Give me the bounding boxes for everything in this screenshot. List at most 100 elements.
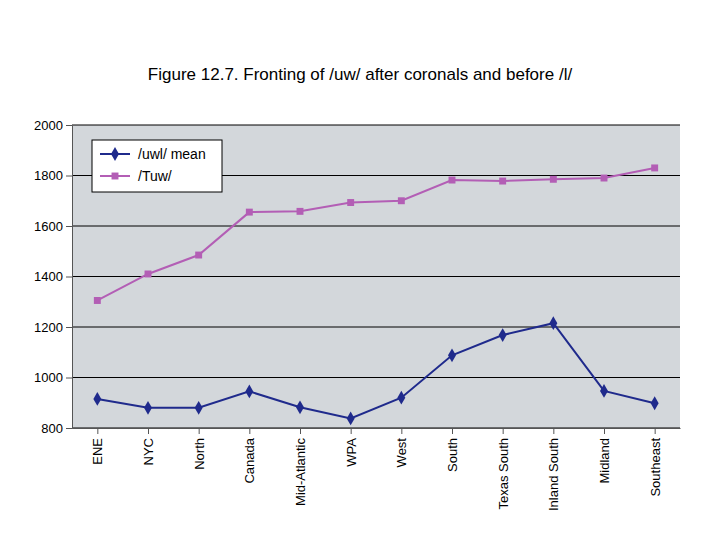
plot-background xyxy=(72,125,680,428)
series-marker xyxy=(398,197,405,204)
x-tick-mark xyxy=(553,428,554,434)
grid-line xyxy=(72,226,680,227)
x-axis-line xyxy=(73,428,681,429)
x-tick-label: Midland xyxy=(597,438,612,484)
x-tick-mark xyxy=(97,428,98,434)
legend-label: /Tuw/ xyxy=(138,168,172,184)
y-tick-mark xyxy=(66,378,72,379)
series-marker xyxy=(499,328,507,342)
series-marker xyxy=(145,271,152,278)
x-tick: Canada xyxy=(242,428,257,484)
y-tick: 1200 xyxy=(34,320,72,335)
y-tick: 800 xyxy=(41,421,72,436)
series-marker xyxy=(499,178,506,185)
series-marker xyxy=(397,391,405,405)
x-tick-mark xyxy=(503,428,504,434)
y-tick-mark xyxy=(66,176,72,177)
x-tick-mark xyxy=(148,428,149,434)
y-tick-mark xyxy=(66,277,72,278)
x-tick-label: Southeast xyxy=(648,438,663,497)
y-tick: 1800 xyxy=(34,168,72,183)
legend-label: /uwl/ mean xyxy=(138,146,206,162)
marks xyxy=(93,164,658,425)
series-marker xyxy=(144,401,152,415)
series-marker xyxy=(347,412,355,426)
x-tick-label: Canada xyxy=(242,437,257,483)
grid-line xyxy=(72,276,680,277)
x-tick-label: North xyxy=(192,438,207,470)
y-tick-label: 1800 xyxy=(34,168,63,183)
y-tick-label: 1000 xyxy=(34,370,63,385)
x-axis: ENE NYC North Canada Mid-Atlantic WPA West Sout… xyxy=(73,428,681,511)
y-tick: 1000 xyxy=(34,370,72,385)
x-tick-label: NYC xyxy=(141,438,156,465)
series-marker xyxy=(651,164,658,171)
series-marker xyxy=(550,176,557,183)
title: Figure 12.7. Fronting of /uw/ after coro… xyxy=(148,65,573,84)
x-tick: Texas South xyxy=(496,428,511,510)
series-marker xyxy=(651,396,659,410)
x-tick: Midland xyxy=(597,428,612,484)
y-tick-mark xyxy=(66,428,72,429)
x-tick: Inland South xyxy=(546,428,561,511)
legend-marker xyxy=(112,173,119,180)
series-marker xyxy=(245,384,253,398)
series-marker xyxy=(448,348,456,362)
x-tick-label: WPA xyxy=(344,438,359,467)
x-tick: ENE xyxy=(90,428,105,465)
series-marker xyxy=(296,400,304,414)
series-marker xyxy=(601,175,608,182)
series-marker xyxy=(600,384,608,398)
series-line xyxy=(97,323,654,418)
legend-marker xyxy=(111,147,119,161)
grid-line xyxy=(72,125,680,126)
chart: Figure 12.7. Fronting of /uw/ after coro… xyxy=(0,0,720,540)
y-tick-label: 1200 xyxy=(34,320,63,335)
series-marker xyxy=(246,209,253,216)
y-tick-label: 2000 xyxy=(34,118,63,133)
x-tick-label: ENE xyxy=(90,438,105,465)
y-tick: 1600 xyxy=(34,219,72,234)
x-tick-label: West xyxy=(394,438,409,468)
x-tick-label: South xyxy=(445,438,460,472)
x-tick-mark xyxy=(199,428,200,434)
x-tick: North xyxy=(192,428,207,470)
x-tick: NYC xyxy=(141,428,156,465)
y-axis: 800 1000 1200 1400 1600 1800 2000 xyxy=(34,118,72,436)
y-tick: 2000 xyxy=(34,118,72,133)
y-tick-label: 800 xyxy=(41,421,63,436)
x-tick-mark xyxy=(655,428,656,434)
series-marker xyxy=(195,252,202,259)
x-tick: Southeast xyxy=(648,428,663,497)
grid-line xyxy=(72,428,680,429)
series-marker xyxy=(94,297,101,304)
legend-box xyxy=(92,140,222,192)
x-tick-mark xyxy=(401,428,402,434)
x-tick: WPA xyxy=(344,428,359,467)
series-marker xyxy=(449,177,456,184)
x-tick-mark xyxy=(300,428,301,434)
x-tick-mark xyxy=(351,428,352,434)
x-tick-label: Texas South xyxy=(496,438,511,510)
grid-line xyxy=(72,377,680,378)
series-marker xyxy=(347,199,354,206)
y-tick-mark xyxy=(66,226,72,227)
x-tick-mark xyxy=(604,428,605,434)
x-tick-label: Mid-Atlantic xyxy=(293,438,308,506)
x-tick: Mid-Atlantic xyxy=(293,428,308,506)
y-tick-label: 1600 xyxy=(34,219,63,234)
series-marker xyxy=(549,316,557,330)
grid xyxy=(72,125,680,428)
y-tick-mark xyxy=(66,125,72,126)
series-marker xyxy=(93,392,101,406)
plot: 800 1000 1200 1400 1600 1800 2000 ENE NYC North Ca… xyxy=(34,118,680,511)
x-tick: South xyxy=(445,428,460,472)
x-tick: West xyxy=(394,428,409,467)
y-tick-mark xyxy=(66,327,72,328)
x-tick-mark xyxy=(452,428,453,434)
legend: /uwl/ mean/Tuw/ xyxy=(92,140,222,192)
grid-line xyxy=(72,327,680,328)
y-axis-line xyxy=(72,126,73,429)
x-tick-label: Inland South xyxy=(546,438,561,511)
y-tick: 1400 xyxy=(34,269,72,284)
